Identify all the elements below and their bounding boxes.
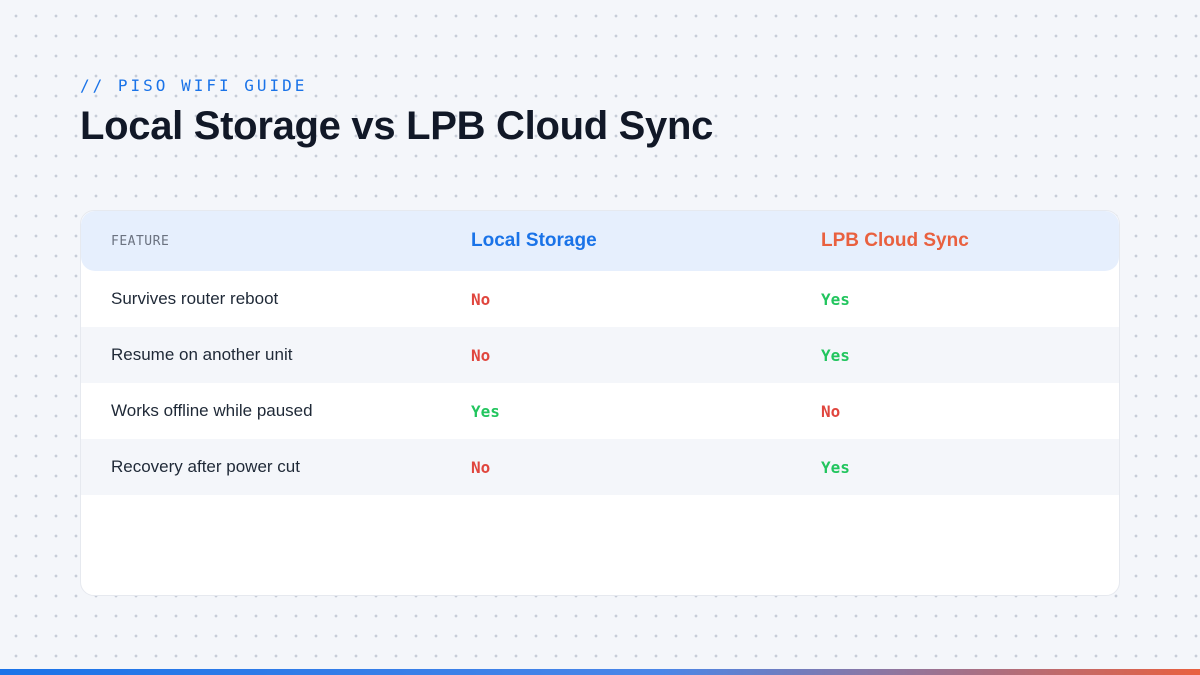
eyebrow-label: // PISO WIFI GUIDE [80,76,308,95]
feature-cell: Recovery after power cut [111,457,300,476]
page-title: Local Storage vs LPB Cloud Sync [80,104,714,148]
feature-cell: Works offline while paused [111,401,313,420]
bottom-accent-bar [0,669,1200,675]
table-row: Resume on another unit No Yes [81,327,1119,383]
cloud-sync-value: No [821,401,841,421]
column-header-local-storage: Local Storage [471,230,597,251]
cloud-sync-value: Yes [821,289,850,309]
local-storage-value: No [471,457,491,477]
column-header-feature: FEATURE [111,233,170,249]
comparison-table: FEATURE Local Storage LPB Cloud Sync Sur… [80,210,1120,596]
table-row: Recovery after power cut No Yes [81,439,1119,495]
local-storage-value: Yes [471,401,500,421]
local-storage-value: No [471,345,491,365]
table-row: Survives router reboot No Yes [81,271,1119,327]
local-storage-value: No [471,289,491,309]
table-row: Works offline while paused Yes No [81,383,1119,439]
cloud-sync-value: Yes [821,457,850,477]
page-header: // PISO WIFI GUIDE Local Storage vs LPB … [80,74,713,150]
cloud-sync-value: Yes [821,345,850,365]
column-header-cloud-sync: LPB Cloud Sync [821,230,969,251]
feature-cell: Resume on another unit [111,345,293,364]
feature-cell: Survives router reboot [111,289,279,308]
table-header-row: FEATURE Local Storage LPB Cloud Sync [81,211,1119,271]
